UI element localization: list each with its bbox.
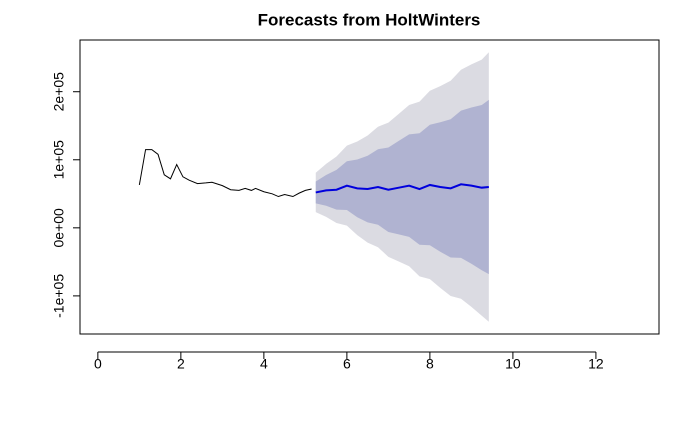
- x-tick-label: 0: [94, 356, 102, 372]
- x-tick-label: 8: [426, 356, 434, 372]
- plot-area: [138, 52, 489, 322]
- x-tick-label: 6: [343, 356, 351, 372]
- x-tick-label: 4: [260, 356, 268, 372]
- y-tick-label: 2e+05: [51, 72, 67, 112]
- series-line: [138, 149, 312, 198]
- y-tick-label: 0e+00: [51, 208, 67, 248]
- chart-title: Forecasts from HoltWinters: [258, 10, 481, 29]
- series-line: [315, 183, 489, 194]
- y-tick-label: 1e+05: [51, 140, 67, 180]
- y-tick-label: -1e+05: [51, 274, 67, 318]
- x-tick-label: 12: [588, 356, 604, 372]
- x-tick-label: 2: [177, 356, 185, 372]
- x-tick-label: 10: [505, 356, 521, 372]
